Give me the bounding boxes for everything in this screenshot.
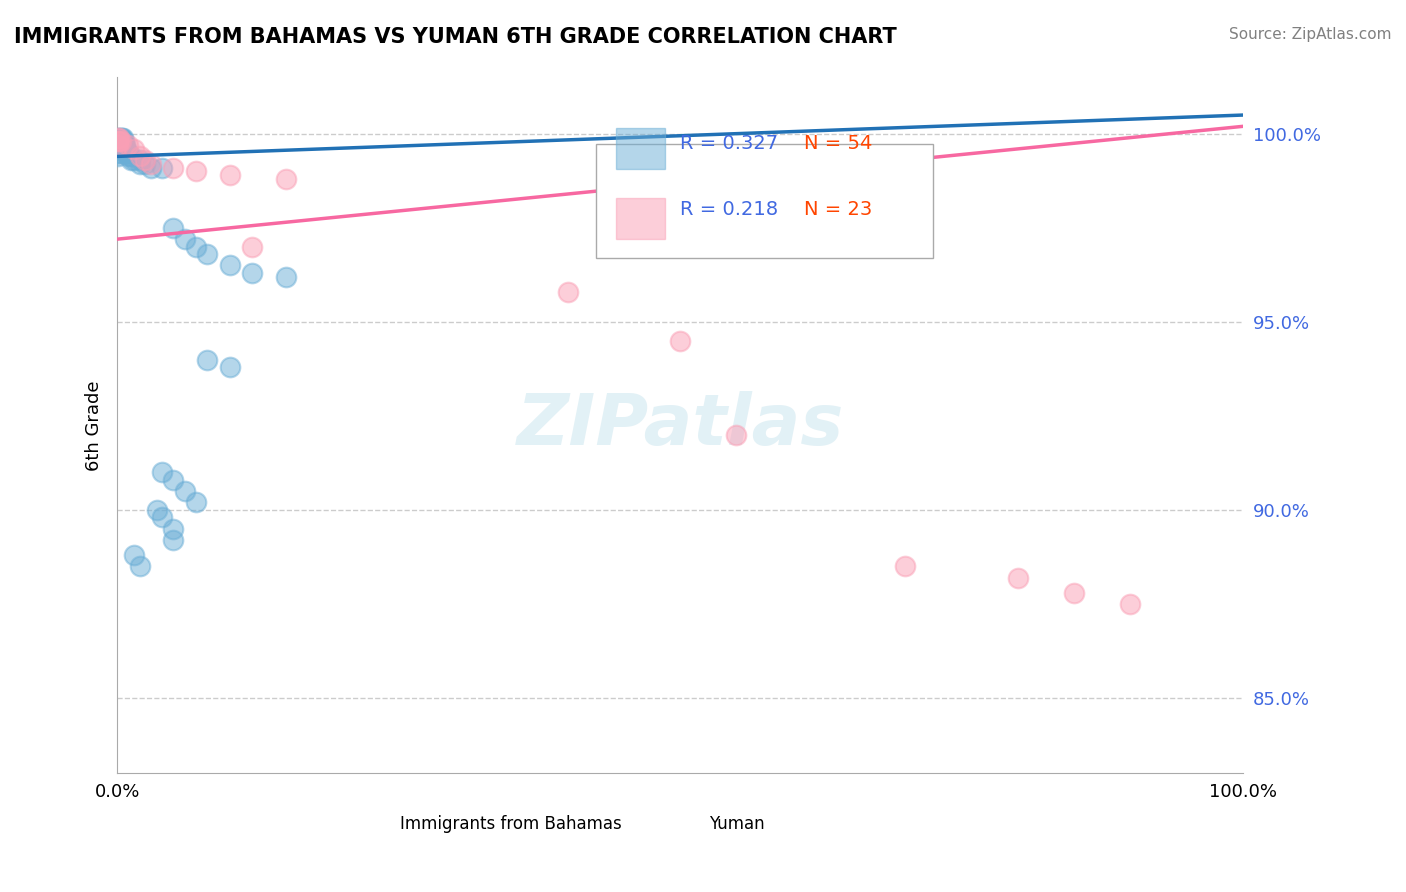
Text: Immigrants from Bahamas: Immigrants from Bahamas bbox=[401, 815, 621, 833]
Point bbox=[122, 548, 145, 562]
Y-axis label: 6th Grade: 6th Grade bbox=[86, 380, 103, 471]
Point bbox=[108, 145, 131, 160]
Point bbox=[128, 149, 150, 163]
Point bbox=[120, 149, 142, 163]
Point bbox=[107, 142, 129, 156]
Point bbox=[134, 157, 156, 171]
Point bbox=[122, 142, 145, 156]
Point bbox=[107, 134, 129, 148]
Point bbox=[110, 134, 132, 148]
Point bbox=[134, 153, 156, 168]
Text: R = 0.327: R = 0.327 bbox=[681, 134, 778, 153]
Text: IMMIGRANTS FROM BAHAMAS VS YUMAN 6TH GRADE CORRELATION CHART: IMMIGRANTS FROM BAHAMAS VS YUMAN 6TH GRA… bbox=[14, 27, 897, 46]
Point bbox=[150, 510, 173, 524]
FancyBboxPatch shape bbox=[612, 797, 641, 822]
FancyBboxPatch shape bbox=[596, 144, 934, 259]
Point bbox=[240, 266, 263, 280]
Point bbox=[107, 138, 129, 153]
Point bbox=[218, 168, 240, 182]
Point bbox=[115, 142, 138, 156]
Point bbox=[139, 161, 162, 175]
Point bbox=[195, 247, 218, 261]
Point bbox=[150, 161, 173, 175]
Point bbox=[145, 503, 167, 517]
Point bbox=[1007, 571, 1029, 585]
Point bbox=[108, 142, 131, 156]
Point bbox=[1119, 597, 1142, 611]
Point bbox=[110, 130, 132, 145]
Point bbox=[128, 153, 150, 168]
Point bbox=[117, 145, 139, 160]
Text: ZIPatlas: ZIPatlas bbox=[516, 391, 844, 459]
Point bbox=[894, 559, 917, 574]
Point bbox=[173, 232, 195, 246]
Point bbox=[111, 130, 134, 145]
Point bbox=[184, 164, 207, 178]
Point bbox=[1063, 585, 1085, 599]
Point bbox=[112, 138, 135, 153]
Point bbox=[111, 134, 134, 148]
Text: R = 0.218: R = 0.218 bbox=[681, 200, 778, 219]
Point bbox=[122, 153, 145, 168]
Point bbox=[111, 138, 134, 153]
Point bbox=[108, 138, 131, 153]
Point bbox=[162, 522, 184, 536]
FancyBboxPatch shape bbox=[616, 128, 665, 169]
Point bbox=[107, 149, 129, 163]
Point bbox=[108, 130, 131, 145]
Text: N = 23: N = 23 bbox=[804, 200, 872, 219]
Text: Yuman: Yuman bbox=[709, 815, 765, 833]
Point bbox=[240, 240, 263, 254]
Text: Source: ZipAtlas.com: Source: ZipAtlas.com bbox=[1229, 27, 1392, 42]
Point bbox=[128, 559, 150, 574]
Point bbox=[218, 259, 240, 273]
Point bbox=[162, 533, 184, 547]
Point bbox=[111, 134, 134, 148]
Point bbox=[139, 157, 162, 171]
Point bbox=[274, 269, 297, 284]
Point bbox=[162, 161, 184, 175]
Point bbox=[669, 334, 692, 348]
Point bbox=[162, 220, 184, 235]
Point bbox=[117, 149, 139, 163]
Text: N = 54: N = 54 bbox=[804, 134, 872, 153]
Point bbox=[557, 285, 579, 299]
Point bbox=[274, 172, 297, 186]
Point bbox=[128, 157, 150, 171]
Point bbox=[184, 240, 207, 254]
Point bbox=[107, 130, 129, 145]
Point bbox=[108, 134, 131, 148]
Point bbox=[110, 134, 132, 148]
Point bbox=[184, 495, 207, 509]
Point bbox=[114, 142, 136, 156]
Point bbox=[108, 130, 131, 145]
Point bbox=[173, 484, 195, 499]
Point bbox=[112, 134, 135, 148]
Point bbox=[107, 134, 129, 148]
Point bbox=[111, 130, 134, 145]
Point bbox=[195, 352, 218, 367]
Point bbox=[107, 130, 129, 145]
Point bbox=[108, 134, 131, 148]
Point bbox=[725, 427, 748, 442]
Point bbox=[110, 138, 132, 153]
Point bbox=[107, 145, 129, 160]
Point bbox=[150, 466, 173, 480]
Point bbox=[120, 153, 142, 168]
Point bbox=[107, 138, 129, 153]
Point bbox=[117, 138, 139, 153]
Point bbox=[114, 138, 136, 153]
Point bbox=[218, 359, 240, 374]
Point bbox=[162, 473, 184, 487]
Point bbox=[115, 145, 138, 160]
FancyBboxPatch shape bbox=[364, 797, 394, 822]
FancyBboxPatch shape bbox=[616, 198, 665, 239]
